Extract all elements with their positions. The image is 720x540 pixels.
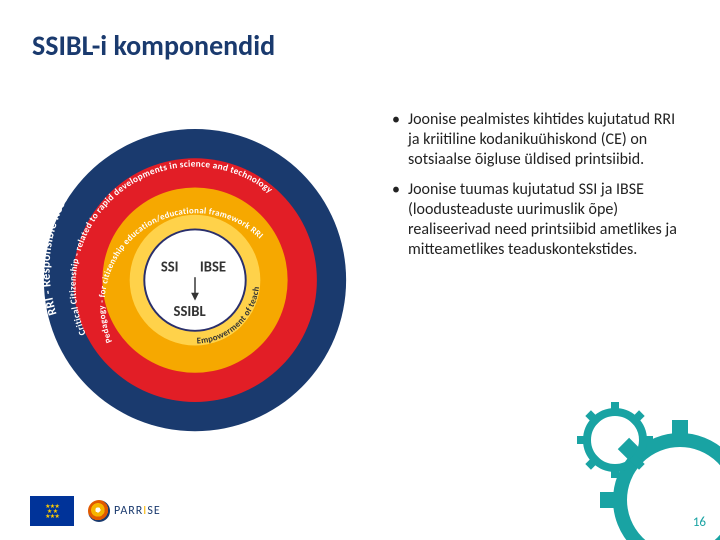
page-number: 16 <box>693 515 706 530</box>
parrise-text: PARRISE <box>114 504 161 518</box>
page-title: SSIBL-i komponendid <box>32 28 275 63</box>
footer: ★ ★ ★★ ★★ ★ ★ PARRISE <box>30 496 161 526</box>
diagram-svg: RRI - Responsible Research and Innovatio… <box>0 90 390 480</box>
list-item: Joonise tuumas kujutatud SSI ja IBSE (lo… <box>390 180 690 260</box>
eu-flag-icon: ★ ★ ★★ ★★ ★ ★ <box>30 496 74 526</box>
parrise-swirl-icon <box>88 500 110 522</box>
list-item: Joonise pealmistes kihtides kujutatud RR… <box>390 110 690 170</box>
center-ssibl: SSIBL <box>174 302 206 320</box>
center-ssi: SSI <box>161 257 179 275</box>
slide: SSIBL-i komponendid <box>0 0 720 540</box>
center-ibse: IBSE <box>200 257 226 275</box>
parrise-logo: PARRISE <box>88 500 161 522</box>
ssibl-diagram: RRI - Responsible Research and Innovatio… <box>0 90 390 470</box>
